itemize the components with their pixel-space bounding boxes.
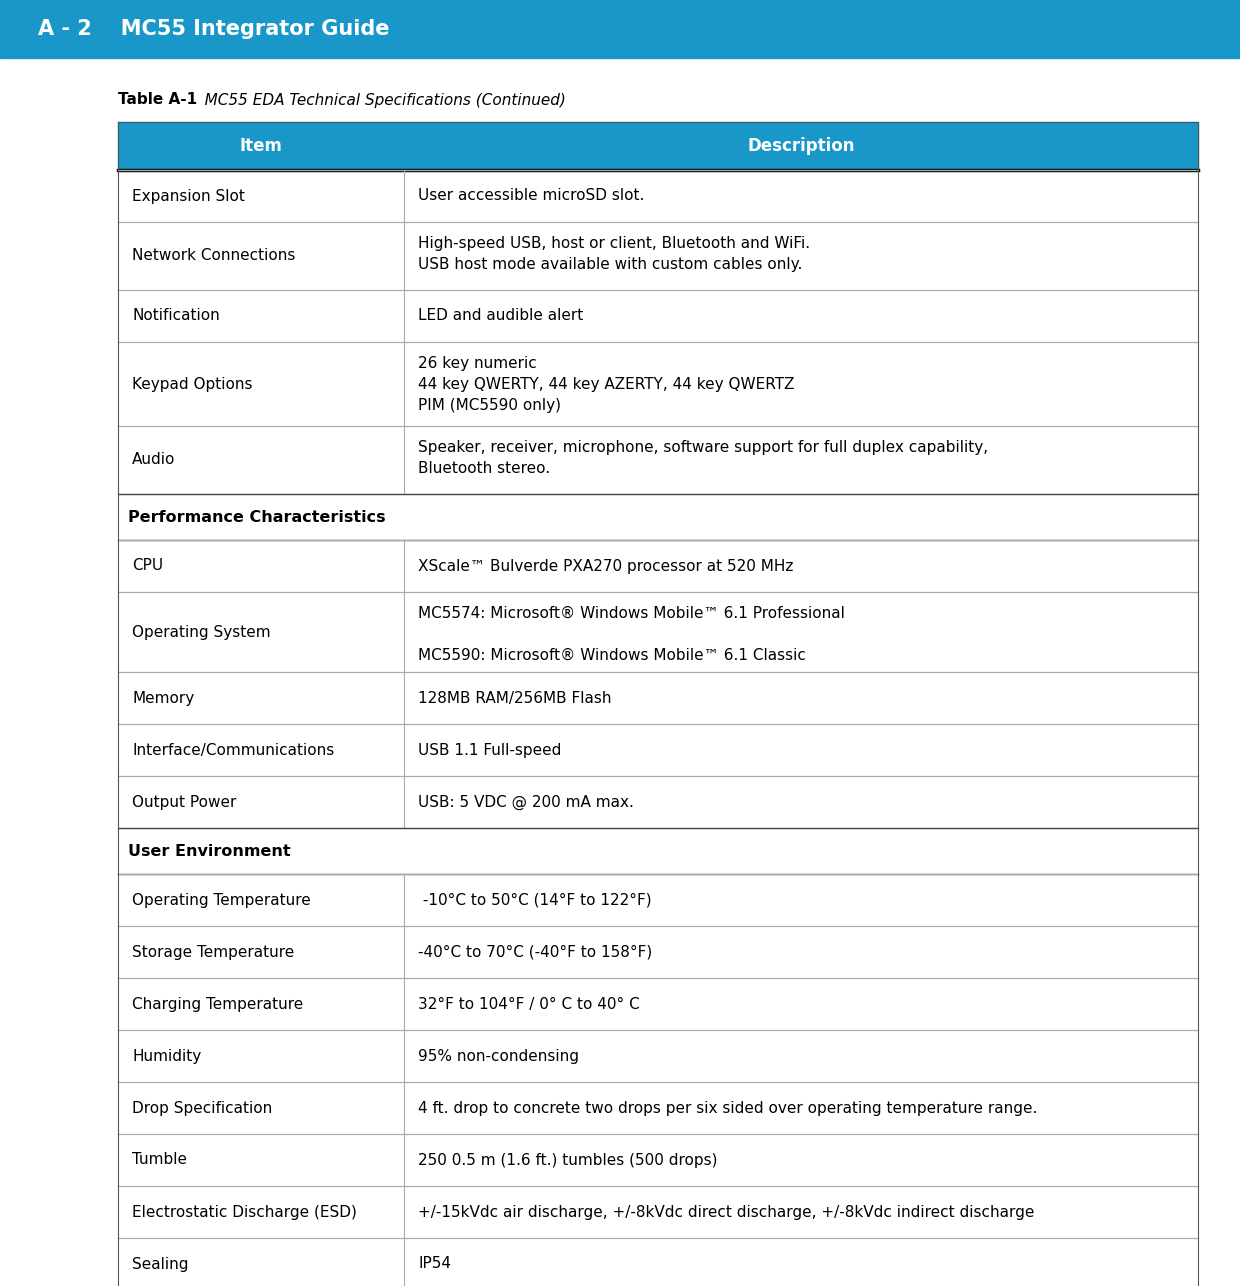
Text: Humidity: Humidity [131, 1048, 201, 1064]
Text: A - 2    MC55 Integrator Guide: A - 2 MC55 Integrator Guide [38, 19, 389, 39]
Text: USB 1.1 Full-speed: USB 1.1 Full-speed [418, 742, 562, 757]
Bar [0, 0, 1240, 58]
Bar [118, 122, 1198, 170]
Text: Expansion Slot: Expansion Slot [131, 189, 244, 203]
Text: 250 0.5 m (1.6 ft.) tumbles (500 drops): 250 0.5 m (1.6 ft.) tumbles (500 drops) [418, 1152, 718, 1168]
Text: Speaker, receiver, microphone, software support for full duplex capability,
Blue: Speaker, receiver, microphone, software … [418, 440, 988, 476]
Text: Network Connections: Network Connections [131, 248, 295, 264]
Text: Memory: Memory [131, 691, 195, 706]
Text: Performance Characteristics: Performance Characteristics [128, 509, 386, 525]
Text: XScale™ Bulverde PXA270 processor at 520 MHz: XScale™ Bulverde PXA270 processor at 520… [418, 558, 794, 574]
Text: Operating Temperature: Operating Temperature [131, 892, 311, 908]
Text: Interface/Communications: Interface/Communications [131, 742, 335, 757]
Text: 95% non-condensing: 95% non-condensing [418, 1048, 579, 1064]
Text: 26 key numeric
44 key QWERTY, 44 key AZERTY, 44 key QWERTZ
PIM (MC5590 only): 26 key numeric 44 key QWERTY, 44 key AZE… [418, 356, 795, 413]
Text: Output Power: Output Power [131, 795, 237, 809]
Text: Storage Temperature: Storage Temperature [131, 944, 294, 959]
Text: Sealing: Sealing [131, 1256, 188, 1272]
Text: High-speed USB, host or client, Bluetooth and WiFi.
USB host mode available with: High-speed USB, host or client, Bluetoot… [418, 237, 810, 273]
Text: User Environment: User Environment [128, 844, 290, 859]
Text: -10°C to 50°C (14°F to 122°F): -10°C to 50°C (14°F to 122°F) [418, 892, 652, 908]
Text: Tumble: Tumble [131, 1152, 187, 1168]
Text: MC55 EDA Technical Specifications (Continued): MC55 EDA Technical Specifications (Conti… [190, 93, 565, 108]
Text: Keypad Options: Keypad Options [131, 377, 253, 391]
Text: Operating System: Operating System [131, 625, 270, 639]
Text: Drop Specification: Drop Specification [131, 1101, 273, 1115]
Text: USB: 5 VDC @ 200 mA max.: USB: 5 VDC @ 200 mA max. [418, 795, 634, 810]
Text: -40°C to 70°C (-40°F to 158°F): -40°C to 70°C (-40°F to 158°F) [418, 944, 652, 959]
Text: User accessible microSD slot.: User accessible microSD slot. [418, 189, 645, 203]
Text: LED and audible alert: LED and audible alert [418, 309, 583, 324]
Text: Electrostatic Discharge (ESD): Electrostatic Discharge (ESD) [131, 1205, 357, 1219]
Text: MC5574: Microsoft® Windows Mobile™ 6.1 Professional

MC5590: Microsoft® Windows : MC5574: Microsoft® Windows Mobile™ 6.1 P… [418, 606, 844, 664]
Text: +/-15kVdc air discharge, +/-8kVdc direct discharge, +/-8kVdc indirect discharge: +/-15kVdc air discharge, +/-8kVdc direct… [418, 1205, 1034, 1219]
Text: CPU: CPU [131, 558, 164, 574]
Text: Description: Description [748, 138, 854, 156]
Text: Charging Temperature: Charging Temperature [131, 997, 304, 1012]
Text: Notification: Notification [131, 309, 219, 324]
Text: 4 ft. drop to concrete two drops per six sided over operating temperature range.: 4 ft. drop to concrete two drops per six… [418, 1101, 1038, 1115]
Text: Item: Item [239, 138, 283, 156]
Text: Table A-1: Table A-1 [118, 93, 197, 108]
Text: IP54: IP54 [418, 1256, 451, 1272]
Text: 32°F to 104°F / 0° C to 40° C: 32°F to 104°F / 0° C to 40° C [418, 997, 640, 1012]
Text: Audio: Audio [131, 453, 175, 468]
Text: 128MB RAM/256MB Flash: 128MB RAM/256MB Flash [418, 691, 611, 706]
